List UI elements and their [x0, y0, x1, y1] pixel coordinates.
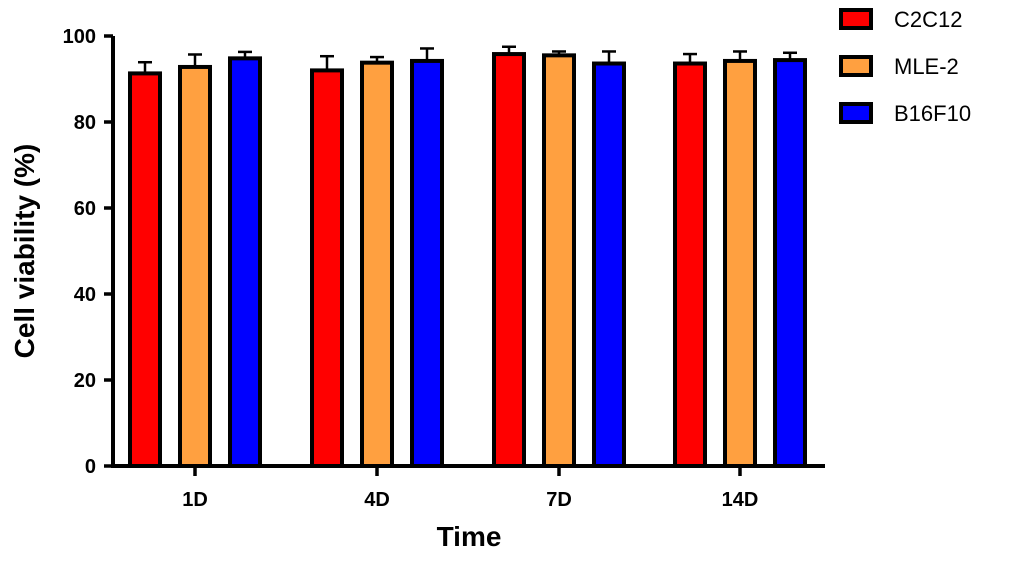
- bar: [178, 64, 212, 469]
- legend-swatch: [839, 8, 873, 30]
- x-tick-label: 7D: [546, 489, 572, 511]
- y-tick-label: 60: [74, 198, 96, 220]
- axes-layer: [111, 36, 825, 468]
- bars-layer: [128, 45, 807, 469]
- x-tick-label: 1D: [182, 489, 208, 511]
- x-axis-title: Time: [437, 521, 502, 552]
- legend-label: MLE-2: [894, 54, 959, 79]
- y-tick-label: 0: [85, 456, 96, 478]
- y-tick-label: 40: [74, 284, 96, 306]
- bar: [410, 58, 444, 468]
- legend-swatch: [839, 102, 873, 124]
- bar: [723, 58, 757, 468]
- legend-label: B16F10: [894, 101, 971, 126]
- x-tick-label: 4D: [364, 489, 390, 511]
- ticks-layer: 0 20 40 60 80 100 1D 4D 7D 14D: [63, 26, 759, 511]
- y-tick-label: 20: [74, 370, 96, 392]
- bar: [673, 61, 707, 469]
- bar: [228, 56, 262, 469]
- y-axis-title: Cell viability (%): [9, 144, 40, 359]
- legend: C2C12 MLE-2 B16F10: [839, 7, 971, 126]
- x-tick-label: 14D: [722, 489, 759, 511]
- y-tick-label: 100: [63, 26, 96, 48]
- bar: [492, 52, 526, 469]
- y-tick-label: 80: [74, 112, 96, 134]
- bar: [128, 71, 162, 468]
- bar: [773, 58, 807, 469]
- legend-swatch: [839, 55, 873, 77]
- bar: [310, 68, 344, 469]
- bar: [592, 61, 626, 469]
- bar: [360, 60, 394, 468]
- bar: [542, 53, 576, 468]
- legend-label: C2C12: [894, 7, 962, 32]
